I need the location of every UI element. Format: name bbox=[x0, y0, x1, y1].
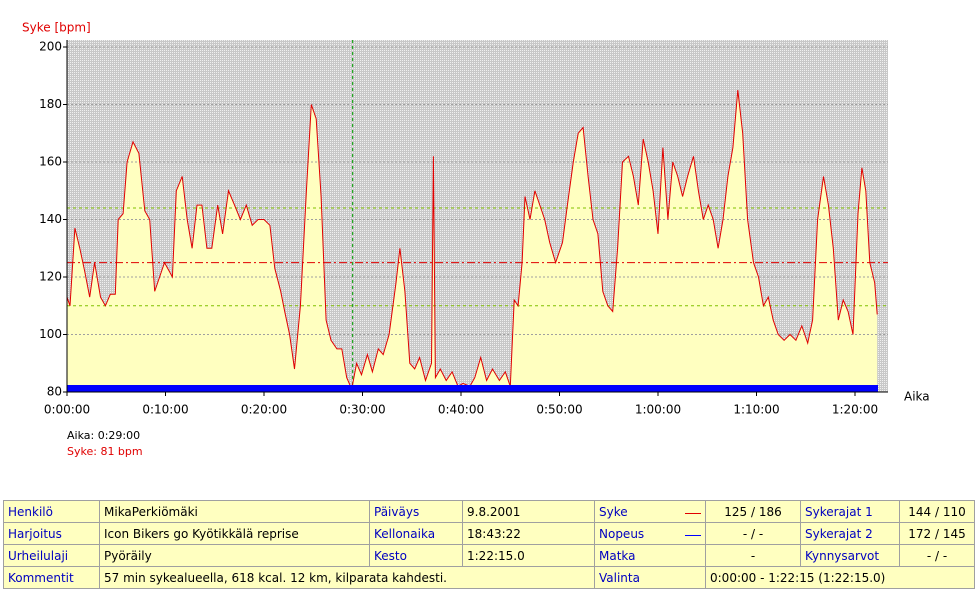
x-tick-label: 0:20:00 bbox=[241, 403, 287, 417]
cell: 1:22:15.0 bbox=[462, 544, 595, 567]
label: Syke bbox=[599, 504, 628, 519]
cell: 172 / 145 bbox=[899, 522, 975, 545]
x-tick-label: 1:10:00 bbox=[733, 403, 779, 417]
x-tick-label: 1:00:00 bbox=[635, 403, 681, 417]
cursor-value: Syke: 81 bpm bbox=[67, 445, 143, 458]
cell: Päiväys bbox=[369, 500, 463, 523]
cell: Kommentit bbox=[3, 566, 100, 589]
cell: Urheilulaji bbox=[3, 544, 100, 567]
cell: Sykerajat 1 bbox=[800, 500, 900, 523]
label: Nopeus bbox=[599, 526, 645, 541]
cell: - bbox=[705, 544, 801, 567]
cell: 9.8.2001 bbox=[462, 500, 595, 523]
cell: Valinta bbox=[594, 566, 706, 589]
x-axis-label: Aika bbox=[904, 390, 930, 404]
chart: Syke [bpm] Aika Aika: 0:29:00 Syke: 81 b… bbox=[22, 21, 930, 459]
legend-symbol bbox=[685, 512, 701, 514]
cell: Matka bbox=[594, 544, 706, 567]
speed-bar bbox=[67, 385, 878, 392]
cell: MikaPerkiömäki bbox=[99, 500, 370, 523]
legend-symbol bbox=[685, 534, 701, 536]
y-tick-label: 140 bbox=[39, 212, 62, 226]
cell: Kellonaika bbox=[369, 522, 463, 545]
cell: Icon Bikers go Kyötikkälä reprise bbox=[99, 522, 370, 545]
x-tick-label: 0:30:00 bbox=[339, 403, 385, 417]
cell: 125 / 186 bbox=[705, 500, 801, 523]
cell: 0:00:00 - 1:22:15 (1:22:15.0) bbox=[705, 566, 975, 589]
cell: Syke bbox=[594, 500, 706, 523]
x-tick-label: 0:40:00 bbox=[438, 403, 484, 417]
cell: 18:43:22 bbox=[462, 522, 595, 545]
y-tick-label: 120 bbox=[39, 270, 62, 284]
x-tick-label: 0:00:00 bbox=[44, 403, 90, 417]
cell: - / - bbox=[705, 522, 801, 545]
cell: Nopeus bbox=[594, 522, 706, 545]
area-fill bbox=[67, 90, 878, 392]
x-tick-label: 0:50:00 bbox=[536, 403, 582, 417]
cell: 144 / 110 bbox=[899, 500, 975, 523]
y-tick-label: 160 bbox=[39, 155, 62, 169]
info-table: Henkilö MikaPerkiömäki Päiväys 9.8.2001 … bbox=[3, 500, 975, 589]
cell: Kynnysarvot bbox=[800, 544, 900, 567]
y-axis-label: Syke [bpm] bbox=[22, 21, 91, 35]
x-tick-label: 1:20:00 bbox=[832, 403, 878, 417]
x-tick-label: 0:10:00 bbox=[142, 403, 188, 417]
y-tick-label: 180 bbox=[39, 97, 62, 111]
y-tick-label: 100 bbox=[39, 327, 62, 341]
cell: - / - bbox=[899, 544, 975, 567]
cell: 57 min sykealueella, 618 kcal. 12 km, ki… bbox=[99, 566, 595, 589]
cell: Pyöräily bbox=[99, 544, 370, 567]
heart-rate-line bbox=[66, 90, 878, 391]
cell: Sykerajat 2 bbox=[800, 522, 900, 545]
y-tick-label: 200 bbox=[39, 40, 62, 54]
cursor-time: Aika: 0:29:00 bbox=[67, 429, 140, 442]
y-tick-label: 80 bbox=[47, 385, 62, 399]
cell: Harjoitus bbox=[3, 522, 100, 545]
cell: Henkilö bbox=[3, 500, 100, 523]
cell: Kesto bbox=[369, 544, 463, 567]
